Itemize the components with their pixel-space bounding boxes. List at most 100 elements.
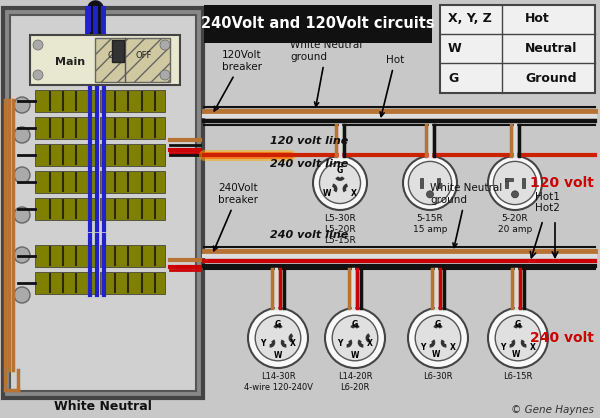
Text: L6-30R: L6-30R [423,372,453,392]
Bar [100,90,165,112]
Circle shape [415,315,461,361]
Text: X: X [530,342,536,352]
Text: W: W [351,351,359,360]
Circle shape [14,247,30,263]
Circle shape [488,308,548,368]
Text: G: G [435,320,441,329]
Bar [112,40,124,62]
Circle shape [160,40,170,50]
Bar [204,5,432,43]
Text: W: W [322,189,331,198]
Bar [35,90,95,112]
Circle shape [33,70,43,80]
Circle shape [14,167,30,183]
Text: White Neutral: White Neutral [54,400,152,413]
Circle shape [403,156,457,210]
Circle shape [313,156,367,210]
Text: ON: ON [108,51,121,59]
Text: L5-30R
L5-20R
L5-15R: L5-30R L5-20R L5-15R [324,214,356,245]
Text: OFF: OFF [135,51,151,59]
Text: © Gene Haynes: © Gene Haynes [511,405,594,415]
Text: W: W [448,41,462,54]
Text: 120 volt: 120 volt [530,176,594,190]
Text: G: G [337,166,343,175]
Circle shape [160,70,170,80]
Bar [35,144,95,166]
Bar [35,245,95,267]
Bar [35,198,95,220]
Bar [35,171,95,193]
Text: Y: Y [421,342,425,352]
Circle shape [255,315,301,361]
Text: Hot: Hot [380,55,404,117]
Text: 240 volt line: 240 volt line [270,159,348,169]
Bar [505,178,513,181]
Bar [100,144,165,166]
Circle shape [325,308,385,368]
Bar [30,35,180,85]
Circle shape [511,191,518,198]
Bar [100,171,165,193]
Circle shape [248,308,308,368]
Text: X: X [350,189,356,198]
Text: White Neutral
ground: White Neutral ground [430,184,502,247]
Bar [10,15,196,391]
Bar [100,245,165,267]
Bar [3,8,203,398]
Text: 120Volt
breaker: 120Volt breaker [214,51,262,111]
Text: X: X [367,339,373,349]
Circle shape [409,161,452,204]
Bar [437,178,440,188]
Text: G: G [515,320,521,329]
Text: W: W [431,350,440,359]
Circle shape [408,308,468,368]
Text: Hot: Hot [525,13,550,25]
Text: Y: Y [260,339,266,349]
Circle shape [14,97,30,113]
Text: Hot1: Hot1 [535,192,560,202]
Text: Y: Y [500,342,506,352]
Bar [100,117,165,139]
Text: Neutral: Neutral [525,41,577,54]
Text: X, Y, Z: X, Y, Z [448,13,492,25]
Text: L14-30R
4-wire 120-240V: L14-30R 4-wire 120-240V [244,372,313,392]
Text: 240Volt and 120Volt circuits: 240Volt and 120Volt circuits [201,16,435,31]
Text: Ground: Ground [525,71,577,84]
Text: 240 volt: 240 volt [530,331,594,345]
Text: 5-20R
20 amp: 5-20R 20 amp [498,214,532,234]
Bar [505,178,508,188]
Bar [35,272,95,294]
Bar [95,38,170,82]
Bar [35,117,95,139]
Circle shape [488,156,542,210]
Circle shape [495,315,541,361]
Circle shape [14,127,30,143]
Circle shape [14,287,30,303]
Text: X: X [450,342,456,352]
Bar [100,198,165,220]
Text: L14-20R
L6-20R: L14-20R L6-20R [338,372,372,392]
Circle shape [319,163,361,204]
Bar [420,178,423,188]
Text: Hot2: Hot2 [535,203,560,213]
Text: 240Volt
breaker: 240Volt breaker [214,184,258,251]
Text: White Neutral
ground: White Neutral ground [290,41,362,107]
Text: 240 volt line: 240 volt line [270,230,348,240]
Text: Main: Main [55,57,85,67]
Text: 120 volt line: 120 volt line [270,136,348,146]
Text: 5-15R
15 amp: 5-15R 15 amp [413,214,447,234]
Bar [100,272,165,294]
Circle shape [33,40,43,50]
Text: G: G [448,71,458,84]
Text: G: G [275,320,281,329]
Circle shape [427,191,434,198]
Text: L6-15R: L6-15R [503,372,533,381]
Circle shape [493,161,536,204]
Text: W: W [511,350,520,359]
Text: W: W [274,351,282,360]
Text: Y: Y [337,339,343,349]
Circle shape [14,207,30,223]
Text: G: G [352,320,358,329]
Bar [440,5,595,93]
Bar [522,178,525,188]
